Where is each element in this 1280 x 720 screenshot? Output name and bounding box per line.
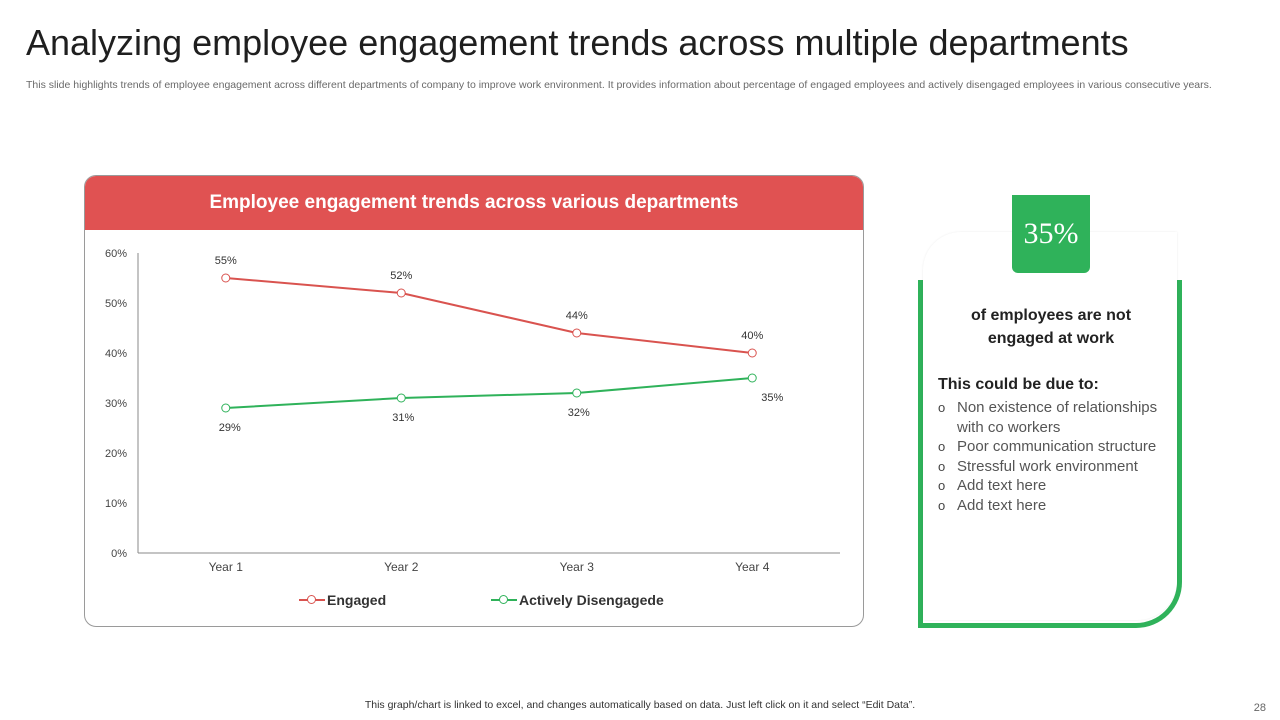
x-tick-label: Year 1: [209, 560, 244, 574]
bullet-icon: o: [938, 478, 946, 493]
y-tick-label: 40%: [105, 348, 127, 360]
causes-title: This could be due to:: [938, 376, 1099, 393]
slide-subtitle: This slide highlights trends of employee…: [26, 79, 1212, 91]
data-label: 32%: [568, 407, 590, 419]
data-label: 35%: [761, 392, 783, 404]
y-tick-label: 60%: [105, 248, 127, 260]
bullet-icon: o: [938, 458, 946, 474]
legend-item-disengaged: Actively Disengagede: [491, 592, 664, 608]
data-point: [221, 273, 231, 283]
x-tick-label: Year 4: [735, 560, 770, 574]
data-point: [396, 393, 406, 403]
bullet-icon: o: [938, 439, 946, 454]
data-label: 31%: [392, 412, 414, 424]
stat-card: [918, 232, 1182, 628]
stat-card-border: [918, 280, 1182, 628]
legend-marker-engaged: [299, 595, 325, 604]
series-line-disengaged: [225, 377, 753, 409]
stat-value-badge: 35%: [1012, 195, 1090, 273]
cause-item: o Non existence of relationships with co …: [938, 398, 1173, 437]
line-chart[interactable]: 0% 10% 20% 30% 40% 50% 60% Year 1 Year 2 Year 3 Ye…: [85, 176, 864, 627]
data-point: [572, 388, 582, 398]
y-tick-label: 10%: [105, 498, 127, 510]
chart-legend: Engaged Actively Disengagede: [85, 590, 863, 614]
series-line-engaged: [225, 277, 753, 354]
causes-list: o Non existence of relationships with co …: [938, 398, 1173, 515]
chart-card[interactable]: Employee engagement trends across variou…: [84, 175, 864, 627]
data-point: [221, 403, 231, 413]
data-label: 29%: [219, 422, 241, 434]
x-tick-label: Year 2: [384, 560, 419, 574]
data-point: [747, 373, 757, 383]
legend-label-disengaged: Actively Disengagede: [519, 592, 664, 608]
cause-item: o Poor communication structure: [938, 437, 1173, 457]
stat-card-body: [923, 232, 1177, 620]
x-tick-label: Year 3: [560, 560, 595, 574]
cause-item: o Stressful work environment: [938, 457, 1173, 477]
cause-text: Non existence of relationships with co w…: [957, 399, 1158, 436]
y-tick-label: 50%: [105, 298, 127, 310]
stat-headline: of employees are not engaged at work: [970, 307, 1132, 347]
legend-item-engaged: Engaged: [299, 592, 386, 608]
data-point: [572, 328, 582, 338]
cause-item: o Add text here: [938, 476, 1173, 496]
data-point: [396, 288, 406, 298]
cause-item: o Add text here: [938, 496, 1173, 516]
data-label: 52%: [390, 270, 412, 282]
bullet-icon: o: [938, 497, 946, 513]
cause-text: Poor communication structure: [957, 438, 1157, 455]
cause-text: Add text here: [957, 496, 1047, 514]
bullet-icon: o: [938, 400, 946, 415]
data-label: 55%: [215, 255, 237, 267]
legend-label-engaged: Engaged: [327, 592, 387, 608]
data-point: [747, 348, 757, 358]
y-tick-label: 30%: [105, 398, 127, 410]
legend-marker-disengaged: [491, 595, 517, 604]
data-label: 44%: [566, 310, 588, 322]
footer-note: This graph/chart is linked to excel, and…: [364, 699, 916, 711]
cause-text: Add text here: [957, 477, 1047, 494]
page-number: 28: [1253, 702, 1266, 714]
slide-title: Analyzing employee engagement trends acr…: [26, 22, 1129, 63]
y-tick-label: 20%: [105, 448, 127, 460]
y-tick-label: 0%: [111, 548, 127, 560]
cause-text: Stressful work environment: [957, 457, 1138, 475]
chart-title: Employee engagement trends across variou…: [85, 176, 863, 230]
data-label: 40%: [741, 330, 763, 342]
